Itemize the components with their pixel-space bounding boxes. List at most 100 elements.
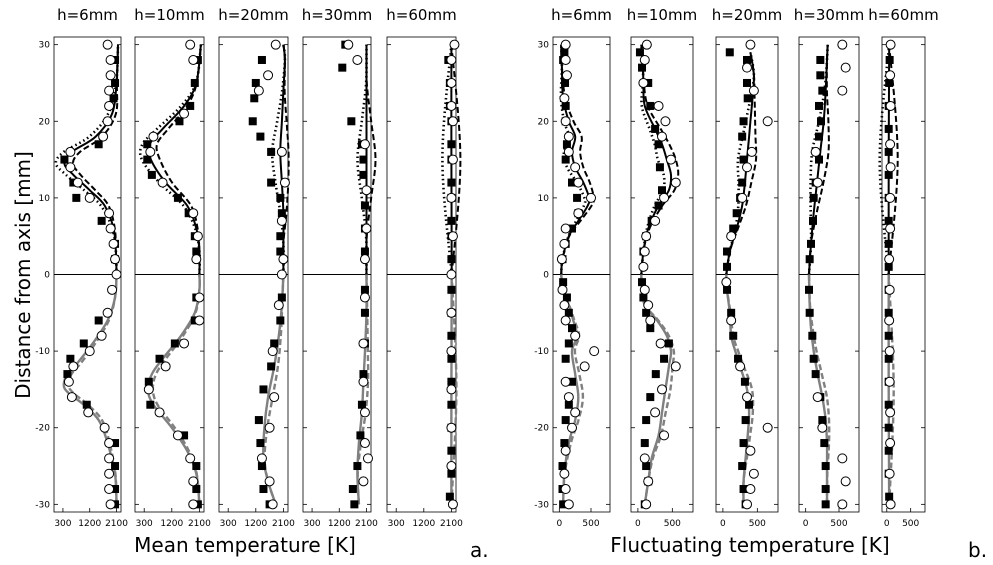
circle-marker (83, 407, 94, 418)
square-marker (561, 354, 570, 363)
circle-marker (563, 499, 574, 510)
subplot-title: h=20mm (218, 6, 288, 24)
x-tick-label: 1200 (412, 519, 435, 529)
square-marker (276, 193, 285, 202)
square-marker (811, 370, 820, 379)
square-marker (267, 178, 276, 187)
x-tick-label: 1200 (160, 519, 183, 529)
circle-marker (267, 346, 278, 357)
panel-letter-a: a. (470, 538, 489, 562)
x-tick-label: 2100 (440, 519, 463, 529)
circle-marker (68, 361, 79, 372)
square-marker (821, 485, 830, 494)
circle-marker (359, 139, 370, 150)
circle-marker (446, 461, 457, 472)
circle-marker (885, 39, 896, 50)
square-marker (815, 101, 823, 110)
square-marker (111, 462, 120, 471)
circle-marker (563, 392, 574, 403)
square-marker (740, 377, 749, 386)
square-marker (259, 485, 268, 494)
circle-marker (188, 54, 199, 65)
square-marker (259, 385, 268, 394)
square-marker (723, 262, 732, 271)
subplot-title: h=60mm (868, 6, 938, 24)
square-marker (276, 316, 285, 325)
square-marker (111, 485, 120, 494)
circle-marker (361, 223, 372, 234)
circle-marker (884, 346, 895, 357)
circle-marker (188, 208, 199, 219)
x-tick-label: 300 (54, 519, 71, 529)
circle-marker (563, 146, 574, 157)
circle-marker (270, 39, 281, 50)
circle-marker (726, 231, 737, 242)
circle-marker (885, 100, 896, 111)
subplot-h-30mm: h=30mm 0 500 (794, 6, 864, 529)
circle-marker (66, 392, 77, 403)
x-tick-label: 0 (884, 519, 890, 529)
circle-marker (63, 376, 74, 387)
square-marker (568, 324, 576, 333)
square-marker (815, 132, 823, 141)
x-tick-label: 2100 (105, 519, 128, 529)
square-marker (809, 193, 818, 202)
circle-marker (670, 361, 681, 372)
circle-marker (256, 453, 267, 464)
x-tick-label: 1200 (328, 519, 351, 529)
profile-line-lower (560, 274, 585, 505)
square-marker (821, 500, 830, 509)
square-marker (817, 117, 825, 126)
circle-marker (194, 315, 205, 326)
square-marker (725, 48, 734, 57)
circle-marker (560, 116, 571, 127)
circle-marker (559, 468, 570, 479)
square-marker (109, 94, 118, 103)
square-marker (79, 339, 88, 348)
square-marker (560, 48, 569, 57)
square-marker (646, 101, 655, 110)
square-marker (143, 140, 152, 149)
circle-marker (105, 54, 116, 65)
circle-marker (885, 162, 896, 173)
x-tick-label: 300 (303, 519, 320, 529)
square-marker (884, 446, 893, 455)
square-marker (884, 308, 893, 317)
square-marker (447, 255, 456, 264)
square-marker (658, 186, 666, 195)
circle-marker (110, 254, 121, 265)
circle-marker (84, 346, 95, 357)
circle-marker (72, 177, 83, 188)
subplot-title: h=30mm (794, 6, 864, 24)
circle-marker (352, 54, 363, 65)
square-marker (739, 155, 748, 164)
square-marker (807, 239, 815, 248)
square-marker (562, 293, 571, 302)
subplot-h-20mm: h=20mm 300 1200 2100 (218, 6, 295, 529)
circle-marker (559, 300, 570, 311)
square-marker (350, 500, 359, 509)
profile-line-lower (146, 274, 201, 505)
square-marker (270, 339, 279, 348)
circle-marker (104, 484, 115, 495)
circle-marker (885, 192, 896, 203)
square-marker (111, 78, 120, 87)
x-tick-label: 300 (388, 519, 405, 529)
square-marker (738, 462, 747, 471)
circle-marker (570, 330, 581, 341)
square-marker (651, 124, 660, 133)
chart-panel-a: h=6mm 30 20 10 0 -10 -20 -30 300 1200 2100 h=10mm 30… (35, 6, 463, 529)
square-marker (447, 140, 456, 149)
circle-marker (276, 146, 287, 157)
square-marker (111, 439, 120, 448)
circle-marker (745, 484, 756, 495)
x-axis-label-a: Mean temperature [K] (134, 533, 356, 557)
circle-marker (559, 93, 570, 104)
square-marker (884, 170, 893, 179)
circle-marker (748, 85, 759, 96)
circle-marker (154, 407, 165, 418)
subplot-h-6mm: h=6mm 30 20 10 0 -10 -20 -30 0 500 (534, 6, 612, 529)
square-marker (818, 86, 827, 95)
subplot-title: h=6mm (551, 6, 612, 24)
subplot-title: h=60mm (386, 6, 456, 24)
